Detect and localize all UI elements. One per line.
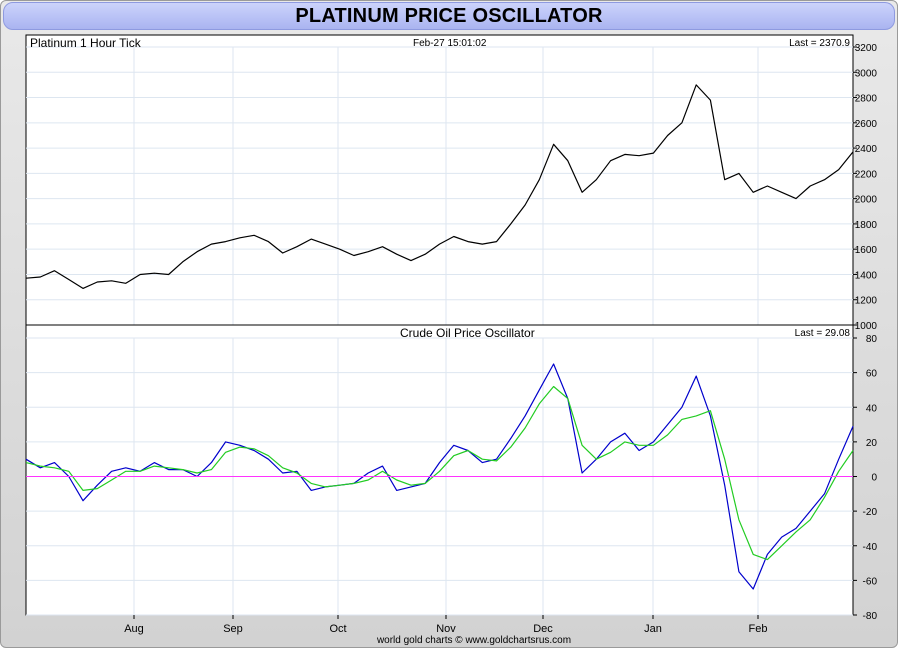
oscillator-plot-area	[25, 324, 854, 616]
x-axis: Aug Sep Oct Nov Dec Jan Feb	[124, 615, 767, 635]
y-tick-label: 2200	[855, 169, 878, 180]
series-line-1	[25, 385, 854, 561]
y-tick-label: 40	[866, 403, 878, 414]
y-tick-label: 2400	[855, 144, 878, 155]
footer-credit: world gold charts © www.goldchartsrus.co…	[376, 635, 571, 646]
platinum-plot-area	[25, 34, 854, 326]
platinum-y-axis: 1000 1200 1400 1600 1800 2000 2200 2400 2600 2800…	[853, 43, 877, 332]
y-tick-label: 2000	[855, 195, 878, 206]
platinum-panel-title: Platinum 1 Hour Tick	[30, 36, 142, 50]
x-tick-label: Jan	[644, 623, 662, 635]
y-tick-label: 1800	[855, 220, 878, 231]
y-tick-label: 60	[866, 369, 878, 380]
series-line-0	[25, 84, 854, 289]
y-tick-label: 1000	[855, 321, 878, 332]
y-tick-label: -60	[863, 576, 878, 587]
y-tick-label: 1600	[855, 245, 878, 256]
y-tick-label: -80	[863, 611, 878, 622]
platinum-series	[25, 84, 854, 289]
chart-title: PLATINUM PRICE OSCILLATOR	[295, 5, 603, 27]
y-tick-label: 2600	[855, 119, 878, 130]
x-tick-label: Aug	[124, 623, 144, 635]
oscillator-last-label: Last = 29.08	[795, 328, 851, 339]
y-tick-label: 20	[866, 438, 878, 449]
y-tick-label: 3000	[855, 68, 878, 79]
y-tick-label: -40	[863, 542, 878, 553]
title-bar: PLATINUM PRICE OSCILLATOR	[3, 2, 895, 30]
y-tick-label: 80	[866, 334, 878, 345]
y-tick-label: 2800	[855, 94, 878, 105]
x-tick-label: Sep	[223, 623, 243, 635]
y-tick-label: 1200	[855, 296, 878, 307]
x-tick-label: Dec	[533, 623, 553, 635]
y-tick-label: 3200	[855, 43, 878, 54]
x-tick-label: Nov	[436, 623, 456, 635]
y-tick-label: -20	[863, 507, 878, 518]
x-tick-label: Oct	[329, 623, 346, 635]
timestamp-label: Feb-27 15:01:02	[413, 38, 487, 49]
x-tick-label: Feb	[749, 623, 768, 635]
oscillator-series	[25, 363, 854, 590]
platinum-last-label: Last = 2370.9	[789, 38, 850, 49]
oscillator-y-axis: -80 -60 -40 -20 0 20 40 60 80	[853, 334, 877, 622]
y-tick-label: 1400	[855, 270, 878, 281]
y-tick-label: 0	[871, 473, 877, 484]
oscillator-panel-title: Crude Oil Price Oscillator	[400, 326, 535, 340]
